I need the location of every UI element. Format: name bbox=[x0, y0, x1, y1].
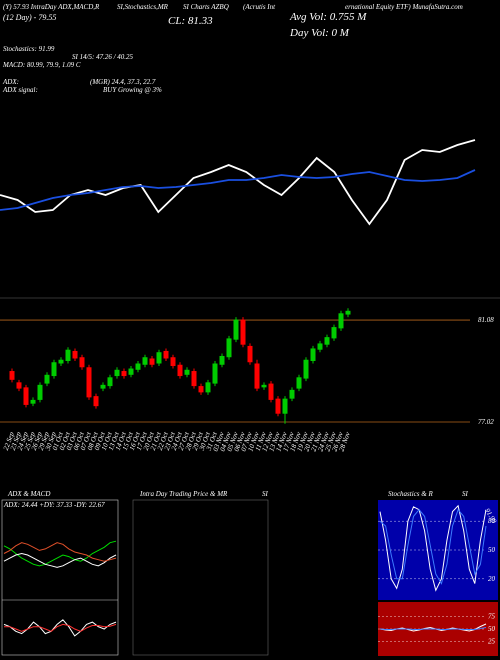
candle-body bbox=[317, 343, 323, 350]
header-text: (Y) 57.93 IntraDay ADX,MACD,R bbox=[3, 3, 100, 11]
candle-body bbox=[37, 384, 43, 400]
candle-body bbox=[142, 357, 148, 365]
panel-title: Stochastics & R bbox=[388, 490, 433, 498]
stat-text: MACD: 80.99, 79.9, 1.09 C bbox=[2, 61, 81, 69]
candle-body bbox=[86, 367, 92, 398]
header-text: (Acrutis Int bbox=[243, 3, 276, 11]
candle-body bbox=[198, 386, 204, 393]
close-price: CL: 81.33 bbox=[168, 15, 213, 27]
panel-title: Intra Day Trading Price & MR bbox=[139, 490, 228, 498]
candle-body bbox=[65, 349, 71, 361]
header-text: (12 Day) - 79.55 bbox=[3, 13, 56, 22]
candle-body bbox=[219, 355, 225, 365]
candle-body bbox=[296, 377, 302, 389]
candle-body bbox=[331, 327, 337, 339]
candle-body bbox=[303, 359, 309, 379]
candle-body bbox=[233, 319, 239, 340]
candle-body bbox=[114, 369, 120, 377]
indicator-line bbox=[379, 627, 487, 630]
y-tick-label: 50 bbox=[488, 625, 496, 633]
candle-body bbox=[93, 396, 99, 407]
candle-body bbox=[345, 310, 351, 315]
y-tick-label: 25 bbox=[488, 638, 496, 646]
candle-body bbox=[268, 383, 274, 400]
indicator-line bbox=[4, 623, 117, 632]
candle-body bbox=[310, 348, 316, 361]
candle-body bbox=[226, 338, 232, 358]
panel-title: SI bbox=[462, 490, 469, 498]
header-text: ernational Equity ETF) MunafaSutra.com bbox=[345, 3, 463, 11]
stat-text: Stochastics: 91.99 bbox=[3, 45, 55, 53]
panel-subtitle: ADX: 24.44 +DY: 37.33 -DY: 22.67 bbox=[3, 501, 105, 509]
candle-body bbox=[212, 363, 218, 384]
candle-body bbox=[191, 371, 197, 387]
y-tick-label: 50 bbox=[488, 546, 496, 554]
candle-body bbox=[107, 377, 113, 387]
candle-body bbox=[163, 350, 169, 359]
indicator-line bbox=[3, 542, 117, 562]
candle-body bbox=[9, 371, 15, 380]
candle-body bbox=[240, 319, 246, 345]
header-text: SI Charts AZBQ bbox=[183, 3, 229, 11]
stat-text: ADX signal: bbox=[2, 86, 38, 94]
indicator-line bbox=[0, 169, 476, 211]
indicator-line bbox=[3, 552, 117, 568]
candle-body bbox=[100, 384, 106, 389]
indicator-line bbox=[379, 504, 487, 592]
candle-body bbox=[44, 374, 50, 384]
indicator-line bbox=[3, 619, 117, 637]
stat-text: (MGR) 24.4, 37.3, 22.7 bbox=[90, 78, 156, 86]
y-tick-label: 81.08 bbox=[478, 316, 494, 324]
indicator-line bbox=[379, 508, 487, 585]
candle-body bbox=[72, 350, 78, 359]
candle-body bbox=[254, 363, 260, 389]
panel-frame bbox=[132, 499, 269, 656]
candle-body bbox=[170, 357, 176, 367]
candle-body bbox=[16, 382, 22, 389]
candle-body bbox=[282, 398, 288, 414]
y-tick-label: 75 bbox=[488, 613, 496, 621]
candle-body bbox=[289, 389, 295, 399]
candle-body bbox=[324, 337, 330, 345]
panel-frame bbox=[1, 499, 119, 656]
candle-body bbox=[275, 398, 281, 414]
stat-text: ADX: bbox=[2, 78, 19, 86]
avg-volume: Avg Vol: 0.755 M bbox=[289, 11, 367, 23]
candle-body bbox=[79, 357, 85, 368]
candle-body bbox=[58, 359, 64, 364]
candle-body bbox=[247, 345, 253, 363]
candle-body bbox=[184, 369, 190, 375]
day-volume: Day Vol: 0 M bbox=[289, 27, 350, 39]
y-tick-label: 20 bbox=[488, 575, 496, 583]
candle-body bbox=[128, 368, 134, 375]
stat-text: BUY Growing @ 3% bbox=[103, 86, 162, 94]
panel-title: SI bbox=[262, 490, 269, 498]
panel-title: ADX & MACD bbox=[7, 490, 50, 498]
candle-body bbox=[51, 362, 57, 377]
candle-body bbox=[30, 399, 36, 404]
candle-body bbox=[121, 371, 127, 377]
stat-text: SI 14/5: 47.26 / 40.25 bbox=[72, 53, 134, 61]
candle-body bbox=[205, 382, 211, 393]
candle-body bbox=[149, 358, 155, 365]
candle-body bbox=[338, 313, 344, 329]
header-text: SI,Stochastics,MR bbox=[117, 3, 169, 11]
candle-body bbox=[23, 387, 29, 405]
candle-body bbox=[156, 352, 162, 364]
candle-body bbox=[261, 384, 267, 388]
candle-body bbox=[177, 364, 183, 377]
y-tick-label: 77.02 bbox=[478, 418, 494, 426]
indicator-line bbox=[3, 540, 117, 567]
indicator-line bbox=[0, 139, 476, 226]
y-tick-label: 80 bbox=[488, 517, 496, 525]
candle-body bbox=[135, 363, 141, 370]
